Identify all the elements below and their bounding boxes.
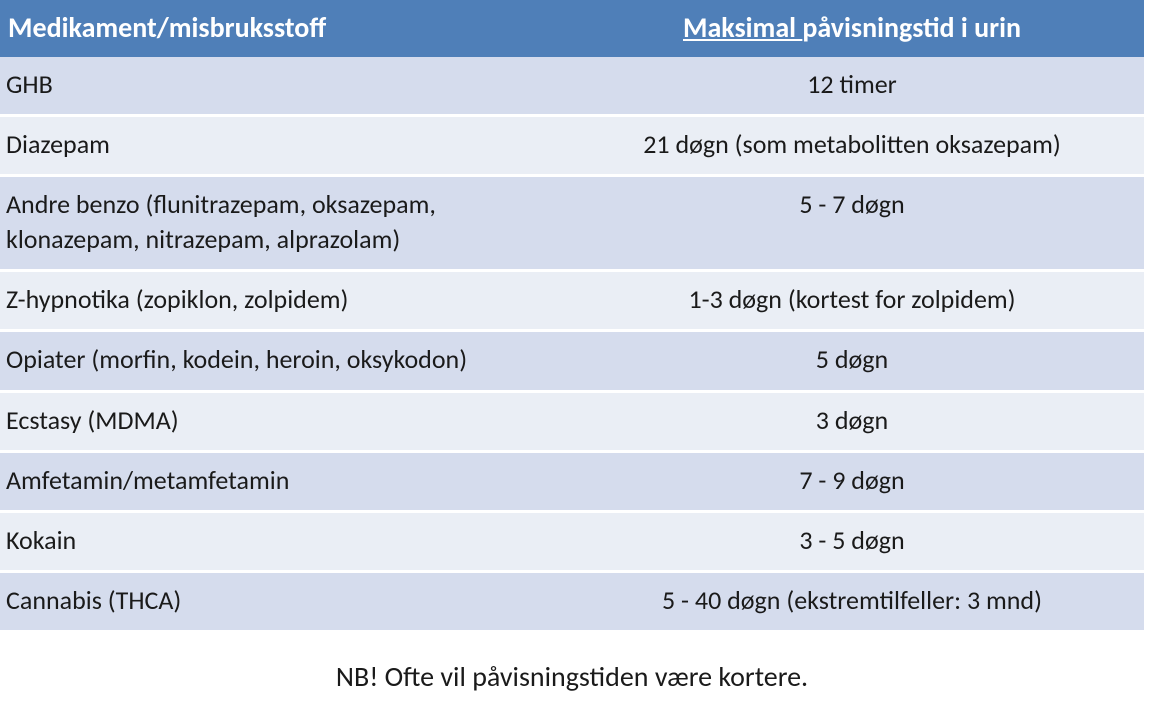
cell-substance: GHB [0,57,560,116]
cell-substance: Amfetamin/metamfetamin [0,451,560,511]
column-header-time: Maksimal påvisningstid i urin [560,0,1144,57]
table-row: Cannabis (THCA) 5 - 40 døgn (ekstremtilf… [0,571,1144,631]
table-header-row: Medikament/misbruksstoff Maksimal påvisn… [0,0,1144,57]
cell-substance: Z-hypnotika (zopiklon, zolpidem) [0,271,560,331]
column-header-substance-label: Medikament/misbruksstoff [8,10,326,45]
table-row: Andre benzo (flunitrazepam, oksazepam, k… [0,176,1144,271]
table-row: GHB 12 timer [0,57,1144,116]
footer-note: NB! Ofte vil påvisningstiden være korter… [0,633,1144,702]
cell-time: 21 døgn (som metabolitten oksazepam) [560,116,1144,176]
cell-substance: Opiater (morfin, kodein, heroin, oksykod… [0,331,560,391]
table-body: GHB 12 timer Diazepam 21 døgn (som metab… [0,57,1144,631]
cell-substance: Ecstasy (MDMA) [0,391,560,451]
cell-time: 12 timer [560,57,1144,116]
cell-substance: Andre benzo (flunitrazepam, oksazepam, k… [0,176,560,271]
cell-substance: Kokain [0,511,560,571]
cell-time: 3 døgn [560,391,1144,451]
cell-time: 1-3 døgn (kortest for zolpidem) [560,271,1144,331]
cell-time: 5 døgn [560,331,1144,391]
table-row: Opiater (morfin, kodein, heroin, oksykod… [0,331,1144,391]
cell-time: 3 - 5 døgn [560,511,1144,571]
detection-time-table: Medikament/misbruksstoff Maksimal påvisn… [0,0,1144,633]
cell-time: 5 - 7 døgn [560,176,1144,271]
cell-substance: Diazepam [0,116,560,176]
table-row: Z-hypnotika (zopiklon, zolpidem) 1-3 døg… [0,271,1144,331]
table-row: Amfetamin/metamfetamin 7 - 9 døgn [0,451,1144,511]
cell-time: 7 - 9 døgn [560,451,1144,511]
cell-substance: Cannabis (THCA) [0,571,560,631]
page-wrap: Medikament/misbruksstoff Maksimal påvisn… [0,0,1158,702]
column-header-substance: Medikament/misbruksstoff [0,0,560,57]
column-header-time-suffix: påvisningstid i urin [802,10,1021,45]
table-row: Ecstasy (MDMA) 3 døgn [0,391,1144,451]
table-row: Kokain 3 - 5 døgn [0,511,1144,571]
table-row: Diazepam 21 døgn (som metabolitten oksaz… [0,116,1144,176]
column-header-time-underline: Maksimal [683,10,802,45]
cell-time: 5 - 40 døgn (ekstremtilfeller: 3 mnd) [560,571,1144,631]
